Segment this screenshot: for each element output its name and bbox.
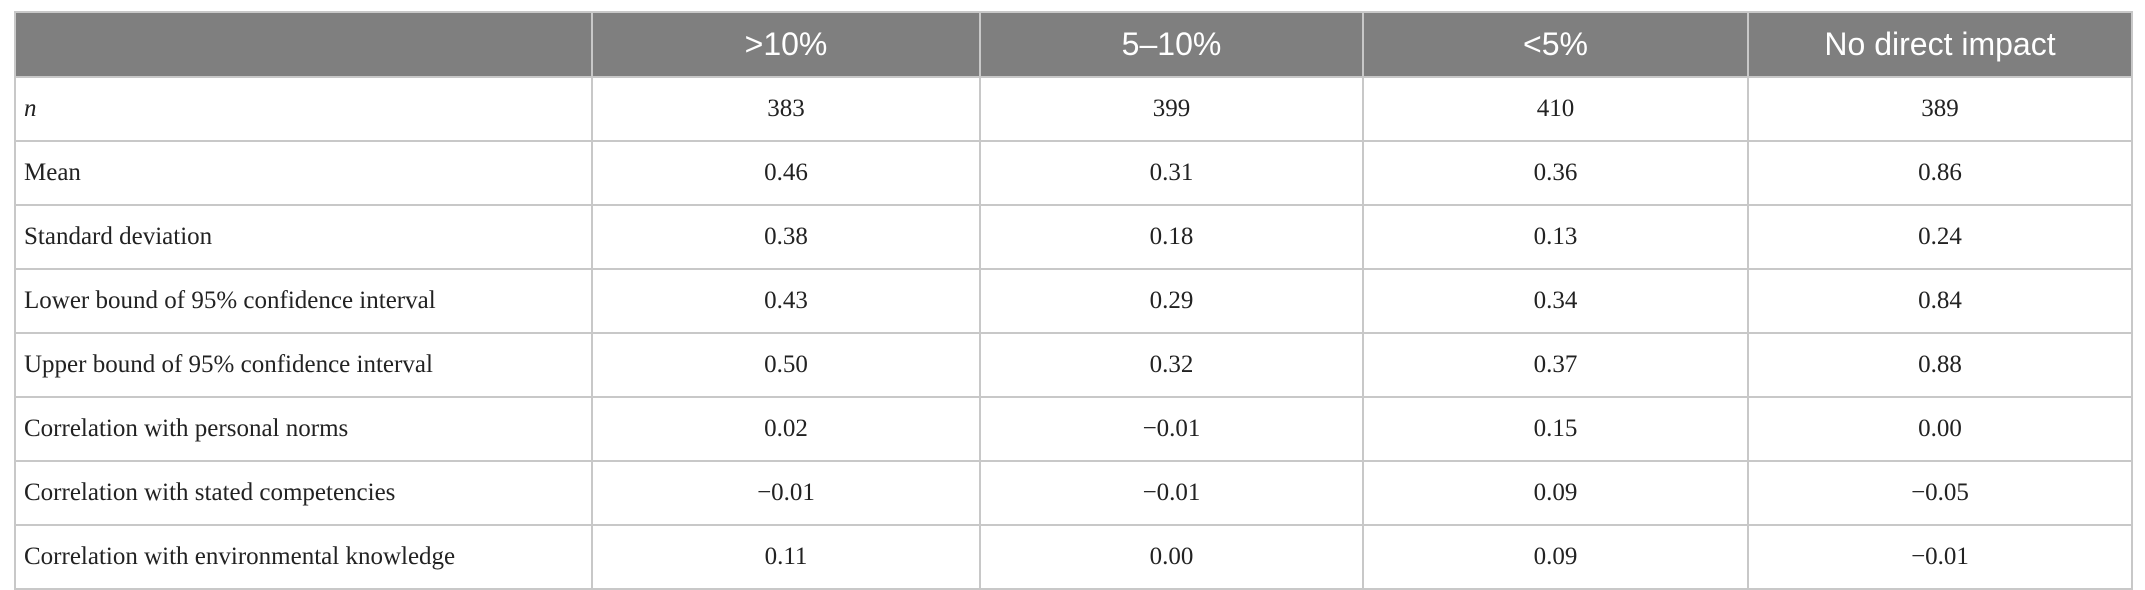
table-cell: 389 bbox=[1747, 76, 2133, 142]
table-row: Standard deviation 0.38 0.18 0.13 0.24 bbox=[14, 204, 2133, 270]
table-cell: −0.05 bbox=[1747, 460, 2133, 526]
table-row: Upper bound of 95% confidence interval 0.… bbox=[14, 332, 2133, 398]
table-cell: −0.01 bbox=[979, 396, 1364, 462]
table-cell: 0.84 bbox=[1747, 268, 2133, 334]
table-cell: 0.36 bbox=[1362, 140, 1749, 206]
table-cell: 0.88 bbox=[1747, 332, 2133, 398]
table-cell: 0.09 bbox=[1362, 524, 1749, 590]
table-cell: 0.50 bbox=[591, 332, 981, 398]
table-row: Lower bound of 95% confidence interval 0.… bbox=[14, 268, 2133, 334]
table-cell: 0.15 bbox=[1362, 396, 1749, 462]
table-row: Correlation with environmental knowledge… bbox=[14, 524, 2133, 590]
table-cell: 410 bbox=[1362, 76, 1749, 142]
data-table: >10% 5–10% <5% No direct impact n 383 399 410 3… bbox=[14, 11, 2133, 590]
header-cell: >10% bbox=[591, 11, 981, 78]
table-cell: 0.46 bbox=[591, 140, 981, 206]
table-cell: −0.01 bbox=[979, 460, 1364, 526]
table-cell: 0.18 bbox=[979, 204, 1364, 270]
row-label: Standard deviation bbox=[14, 204, 593, 270]
row-label: Correlation with stated competencies bbox=[14, 460, 593, 526]
table-row: n 383 399 410 389 bbox=[14, 76, 2133, 142]
table-cell: 399 bbox=[979, 76, 1364, 142]
row-label: n bbox=[14, 76, 593, 142]
table-cell: 0.86 bbox=[1747, 140, 2133, 206]
row-label: Upper bound of 95% confidence interval bbox=[14, 332, 593, 398]
table-cell: 0.34 bbox=[1362, 268, 1749, 334]
table-cell: 0.02 bbox=[591, 396, 981, 462]
table-cell: −0.01 bbox=[1747, 524, 2133, 590]
table-cell: 0.00 bbox=[979, 524, 1364, 590]
header-cell: No direct impact bbox=[1747, 11, 2133, 78]
table-cell: 0.09 bbox=[1362, 460, 1749, 526]
row-label: Mean bbox=[14, 140, 593, 206]
table-cell: 0.24 bbox=[1747, 204, 2133, 270]
table-cell: 0.43 bbox=[591, 268, 981, 334]
table-cell: 0.29 bbox=[979, 268, 1364, 334]
table-cell: 0.00 bbox=[1747, 396, 2133, 462]
table-cell: 0.37 bbox=[1362, 332, 1749, 398]
table-cell: 383 bbox=[591, 76, 981, 142]
table-cell: 0.38 bbox=[591, 204, 981, 270]
row-label: Correlation with environmental knowledge bbox=[14, 524, 593, 590]
row-label: Lower bound of 95% confidence interval bbox=[14, 268, 593, 334]
table-cell: 0.13 bbox=[1362, 204, 1749, 270]
row-label: Correlation with personal norms bbox=[14, 396, 593, 462]
table-body: n 383 399 410 389 Mean 0.46 0.31 0.36 0.86 Standar… bbox=[14, 76, 2133, 590]
header-row: >10% 5–10% <5% No direct impact bbox=[14, 11, 2133, 78]
table-cell: 0.11 bbox=[591, 524, 981, 590]
table-row: Mean 0.46 0.31 0.36 0.86 bbox=[14, 140, 2133, 206]
header-cell: <5% bbox=[1362, 11, 1749, 78]
table-cell: 0.32 bbox=[979, 332, 1364, 398]
table-row: Correlation with stated competencies −0.0… bbox=[14, 460, 2133, 526]
table-row: Correlation with personal norms 0.02 −0.01… bbox=[14, 396, 2133, 462]
header-cell bbox=[14, 11, 593, 78]
table-container: >10% 5–10% <5% No direct impact n 383 399 410 3… bbox=[14, 11, 2133, 590]
table-cell: 0.31 bbox=[979, 140, 1364, 206]
header-cell: 5–10% bbox=[979, 11, 1364, 78]
table-cell: −0.01 bbox=[591, 460, 981, 526]
